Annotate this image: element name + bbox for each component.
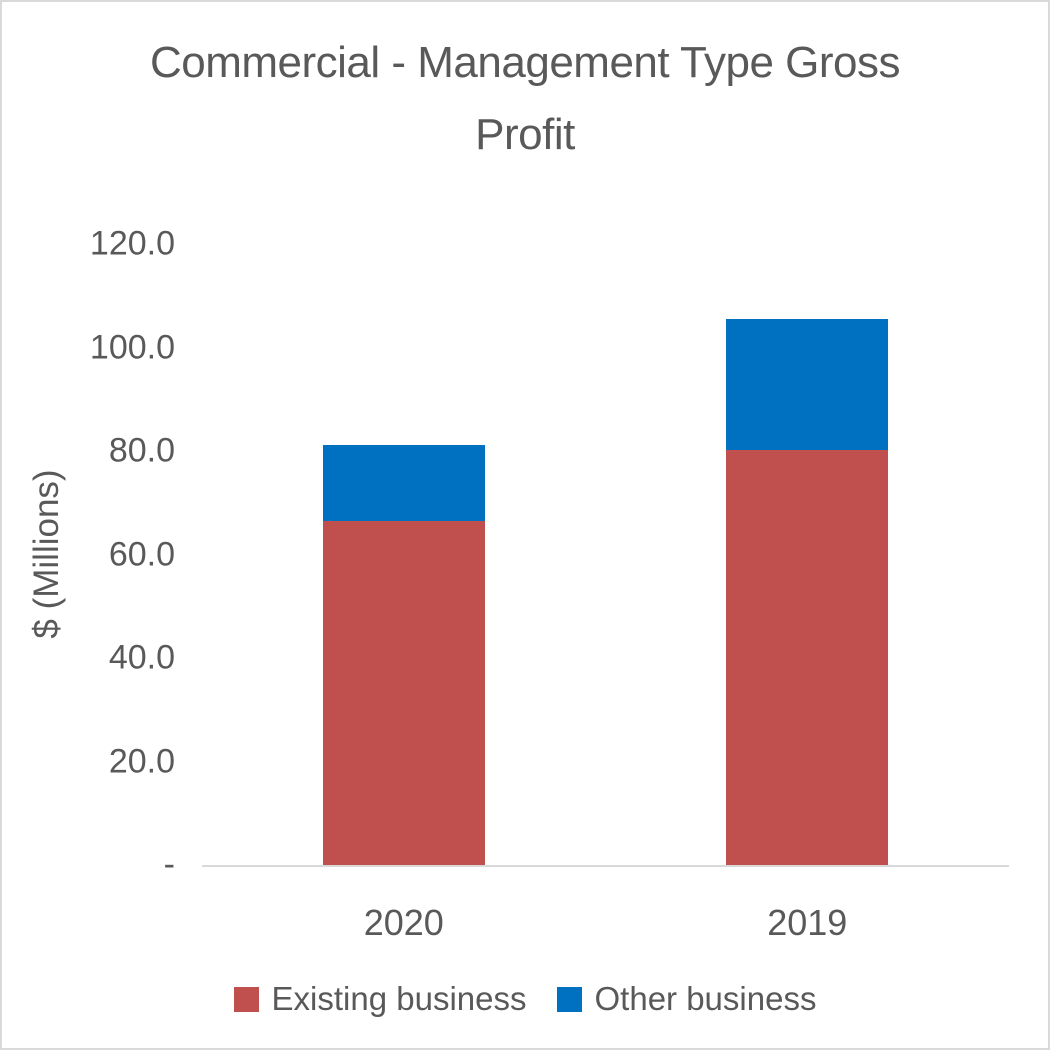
bar-2020-existing-business: [322, 521, 485, 865]
plot-area: [202, 244, 1009, 867]
legend-label: Existing business: [271, 980, 527, 1017]
y-tick-label-60.0: 60.0: [108, 535, 175, 573]
y-tick-label--: -: [163, 845, 175, 884]
x-category-label-2019: 2019: [767, 902, 848, 943]
legend-swatch-icon: [233, 986, 259, 1012]
y-tick-label-20.0: 20.0: [108, 742, 175, 780]
x-axis-category-labels: 2020 2019: [202, 902, 1009, 947]
chart-title: Commercial - Management Type Gross Profi…: [2, 27, 1048, 171]
y-tick-label-100.0: 100.0: [89, 328, 175, 366]
legend-item-other-business: Other business: [556, 980, 817, 1018]
legend-label: Other business: [594, 980, 817, 1017]
y-tick-label-120.0: 120.0: [89, 224, 175, 263]
bar-2020-other-business: [322, 444, 485, 522]
x-category-label-2020: 2020: [363, 902, 444, 943]
legend-item-existing-business: Existing business: [233, 980, 527, 1018]
chart-title-line-2: Profit: [475, 110, 575, 159]
y-tick-label-80.0: 80.0: [108, 431, 175, 470]
chart-title-line-1: Commercial - Management Type Gross: [149, 38, 901, 87]
bar-2019-other-business: [726, 319, 889, 450]
legend-swatch-icon: [556, 986, 582, 1012]
legend: Existing business Other business: [2, 980, 1048, 1018]
x-axis-line: [202, 865, 1009, 867]
y-tick-label-40.0: 40.0: [108, 638, 175, 677]
bar-2019-existing-business: [726, 449, 889, 865]
y-axis-tick-labels: 120.0 100.0 80.0 60.0 40.0 20.0 -: [2, 225, 175, 884]
